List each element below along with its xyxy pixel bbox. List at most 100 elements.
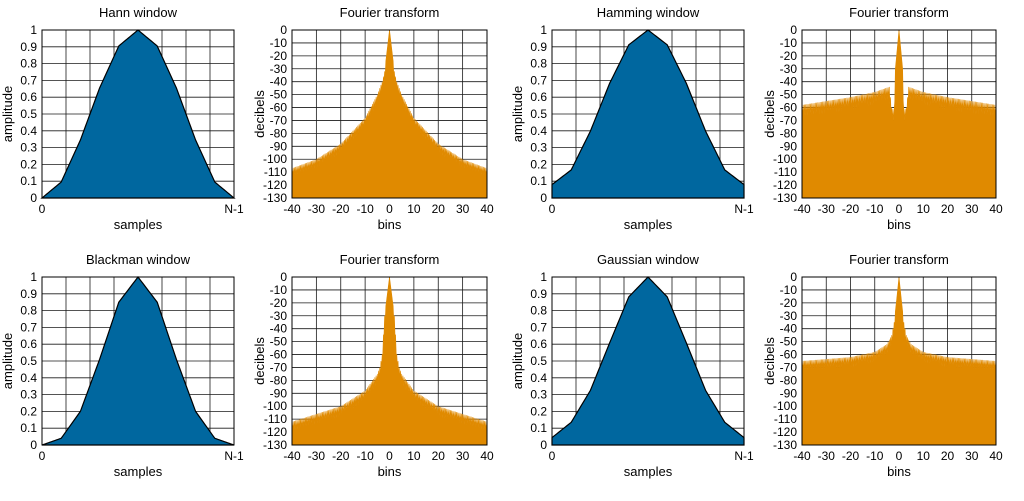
y-tick-label: 0.3 — [20, 388, 37, 402]
y-tick-label: 0.2 — [20, 157, 37, 171]
window-chart-6: 00.10.20.30.40.50.60.70.80.910 N-1Gaussia… — [510, 252, 754, 479]
y-tick-label: -70 — [270, 360, 288, 374]
x-axis-label: samples — [624, 464, 673, 479]
x-tick-label: 30 — [965, 202, 979, 216]
y-tick-label: 0.9 — [530, 287, 547, 301]
y-tick-label: 0.7 — [20, 320, 37, 334]
y-tick-label: -30 — [270, 309, 288, 323]
x-tick-label: -30 — [818, 449, 836, 463]
x-tick-label: 20 — [432, 449, 446, 463]
y-tick-label: -80 — [270, 126, 288, 140]
chart-title: Fourier transform — [340, 252, 440, 267]
chart-title: Hamming window — [597, 5, 700, 20]
y-tick-label: 0.7 — [530, 320, 547, 334]
y-tick-label: 0.9 — [20, 40, 37, 54]
y-tick-label: -120 — [263, 425, 287, 439]
y-tick-label: 0.3 — [20, 141, 37, 155]
y-tick-label: 0.1 — [530, 174, 547, 188]
x-tick-label: 40 — [480, 449, 494, 463]
y-tick-label: 0.6 — [20, 90, 37, 104]
x-tick-label: -40 — [793, 202, 811, 216]
x-axis-label: bins — [887, 217, 911, 232]
y-tick-label: 0 — [790, 23, 797, 37]
window-curve — [40, 29, 236, 199]
plot-frame — [801, 276, 997, 446]
y-tick-label: -130 — [263, 438, 287, 452]
y-tick-label: -50 — [780, 335, 798, 349]
y-tick-label: -10 — [780, 36, 798, 50]
x-tick-label: -20 — [842, 202, 860, 216]
x-tick-label: -10 — [356, 202, 374, 216]
y-tick-label: 0.6 — [530, 90, 547, 104]
x-tick-label: 0 — [549, 202, 556, 216]
x-tick-label: 40 — [480, 202, 494, 216]
y-tick-label: -120 — [773, 178, 797, 192]
x-tick-label: -30 — [308, 449, 326, 463]
y-tick-label: -30 — [270, 62, 288, 76]
y-tick-label: -70 — [270, 113, 288, 127]
spectrum-chart-5: 0-10-20-30-40-50-60-70-80-90-100-110-120… — [252, 252, 494, 479]
spectrum-area — [292, 277, 487, 445]
x-tick-label: 0 — [896, 202, 903, 216]
y-tick-label: -90 — [270, 139, 288, 153]
x-tick-label: N-1 — [224, 202, 244, 216]
window-chart-2: 00.10.20.30.40.50.60.70.80.910 N-1Hamming… — [510, 5, 754, 232]
y-tick-label: 0.1 — [530, 421, 547, 435]
y-tick-label: -100 — [263, 152, 287, 166]
x-tick-label: 20 — [941, 449, 955, 463]
x-tick-label: -10 — [356, 449, 374, 463]
x-tick-label: -40 — [283, 449, 301, 463]
y-tick-label: -20 — [270, 296, 288, 310]
y-tick-label: 0.8 — [20, 57, 37, 71]
y-tick-label: 0.8 — [530, 304, 547, 318]
x-tick-label: -30 — [308, 202, 326, 216]
x-tick-label: 0 — [386, 202, 393, 216]
x-tick-label: 30 — [456, 202, 470, 216]
x-axis-label: samples — [624, 217, 673, 232]
x-tick-label: N-1 — [734, 202, 754, 216]
y-tick-label: 0.8 — [20, 304, 37, 318]
y-tick-label: -70 — [780, 360, 798, 374]
y-tick-label: -50 — [270, 335, 288, 349]
x-tick-label: 0 — [896, 449, 903, 463]
y-tick-label: -10 — [270, 283, 288, 297]
y-tick-label: 0.5 — [20, 107, 37, 121]
chart-title: Hann window — [99, 5, 178, 20]
y-tick-label: 0 — [30, 438, 37, 452]
x-tick-label: -40 — [793, 449, 811, 463]
x-tick-label: 10 — [917, 449, 931, 463]
plot-frame — [291, 276, 488, 446]
x-tick-label: -40 — [283, 202, 301, 216]
y-tick-label: -10 — [270, 36, 288, 50]
y-tick-label: 0.4 — [530, 124, 547, 138]
x-tick-label: 0 — [39, 202, 46, 216]
y-tick-label: 0.7 — [530, 73, 547, 87]
x-tick-label: -10 — [866, 202, 884, 216]
spectrum-area — [802, 277, 996, 445]
y-tick-label: 0.2 — [530, 404, 547, 418]
y-tick-label: -20 — [270, 49, 288, 63]
chart-title: Fourier transform — [849, 5, 949, 20]
y-tick-label: -90 — [780, 386, 798, 400]
x-tick-label: 40 — [989, 449, 1003, 463]
y-axis-label: decibels — [762, 90, 777, 138]
y-tick-label: 1 — [540, 23, 547, 37]
x-tick-label: -20 — [842, 449, 860, 463]
spectrum-area — [802, 30, 996, 198]
x-tick-label: 10 — [407, 449, 421, 463]
y-tick-label: -80 — [780, 126, 798, 140]
y-tick-label: 0.3 — [530, 388, 547, 402]
y-tick-label: 0 — [790, 270, 797, 284]
y-tick-label: -90 — [270, 386, 288, 400]
y-tick-label: -40 — [270, 322, 288, 336]
y-tick-label: -40 — [270, 75, 288, 89]
y-axis-label: amplitude — [0, 86, 15, 142]
y-tick-label: 0.5 — [20, 354, 37, 368]
x-tick-label: 0 — [549, 449, 556, 463]
y-tick-label: -20 — [780, 296, 798, 310]
y-tick-label: 1 — [540, 270, 547, 284]
y-tick-label: -120 — [263, 178, 287, 192]
y-axis-label: amplitude — [510, 86, 525, 142]
y-tick-label: -110 — [774, 165, 797, 179]
y-tick-label: -50 — [780, 88, 798, 102]
